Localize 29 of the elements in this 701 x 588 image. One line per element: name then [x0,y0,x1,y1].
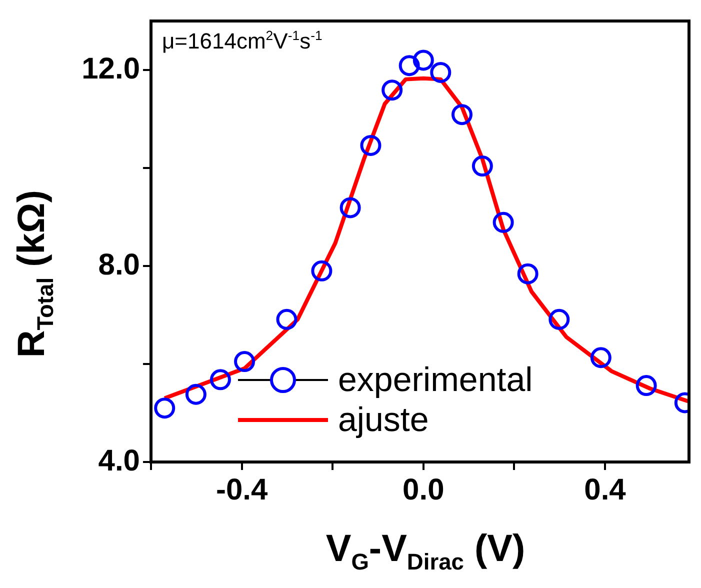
point [430,62,452,83]
point [360,134,382,156]
point [412,50,434,71]
point [340,197,361,218]
point [185,384,206,405]
point [398,55,420,76]
point [276,308,298,330]
x-tick-label: 0.4 [584,473,626,506]
point [492,212,514,233]
point [311,260,332,282]
y-tick-label: 4.0 [98,444,140,478]
point [154,398,176,419]
x-tick-label: -0.4 [216,473,268,506]
y-tick-label: 12.0 [82,52,140,86]
point [210,369,231,390]
point [234,351,256,372]
point [517,263,538,284]
legend-label: ajuste [338,400,429,440]
annotation: μ=1614cm$^{2}$V$^{-1}$s$^{-1}$ [162,28,322,54]
x-axis-title: V$_{G}$-V$_{Dirac}$ (V) [324,528,526,576]
point [451,104,472,126]
legend-label: experimental [338,360,533,400]
point [548,308,570,330]
point [382,80,403,101]
point [472,156,493,177]
x-tick-label: 0.0 [402,473,444,506]
point [590,347,612,368]
point [636,375,657,396]
y-tick-label: 8.0 [98,248,140,282]
